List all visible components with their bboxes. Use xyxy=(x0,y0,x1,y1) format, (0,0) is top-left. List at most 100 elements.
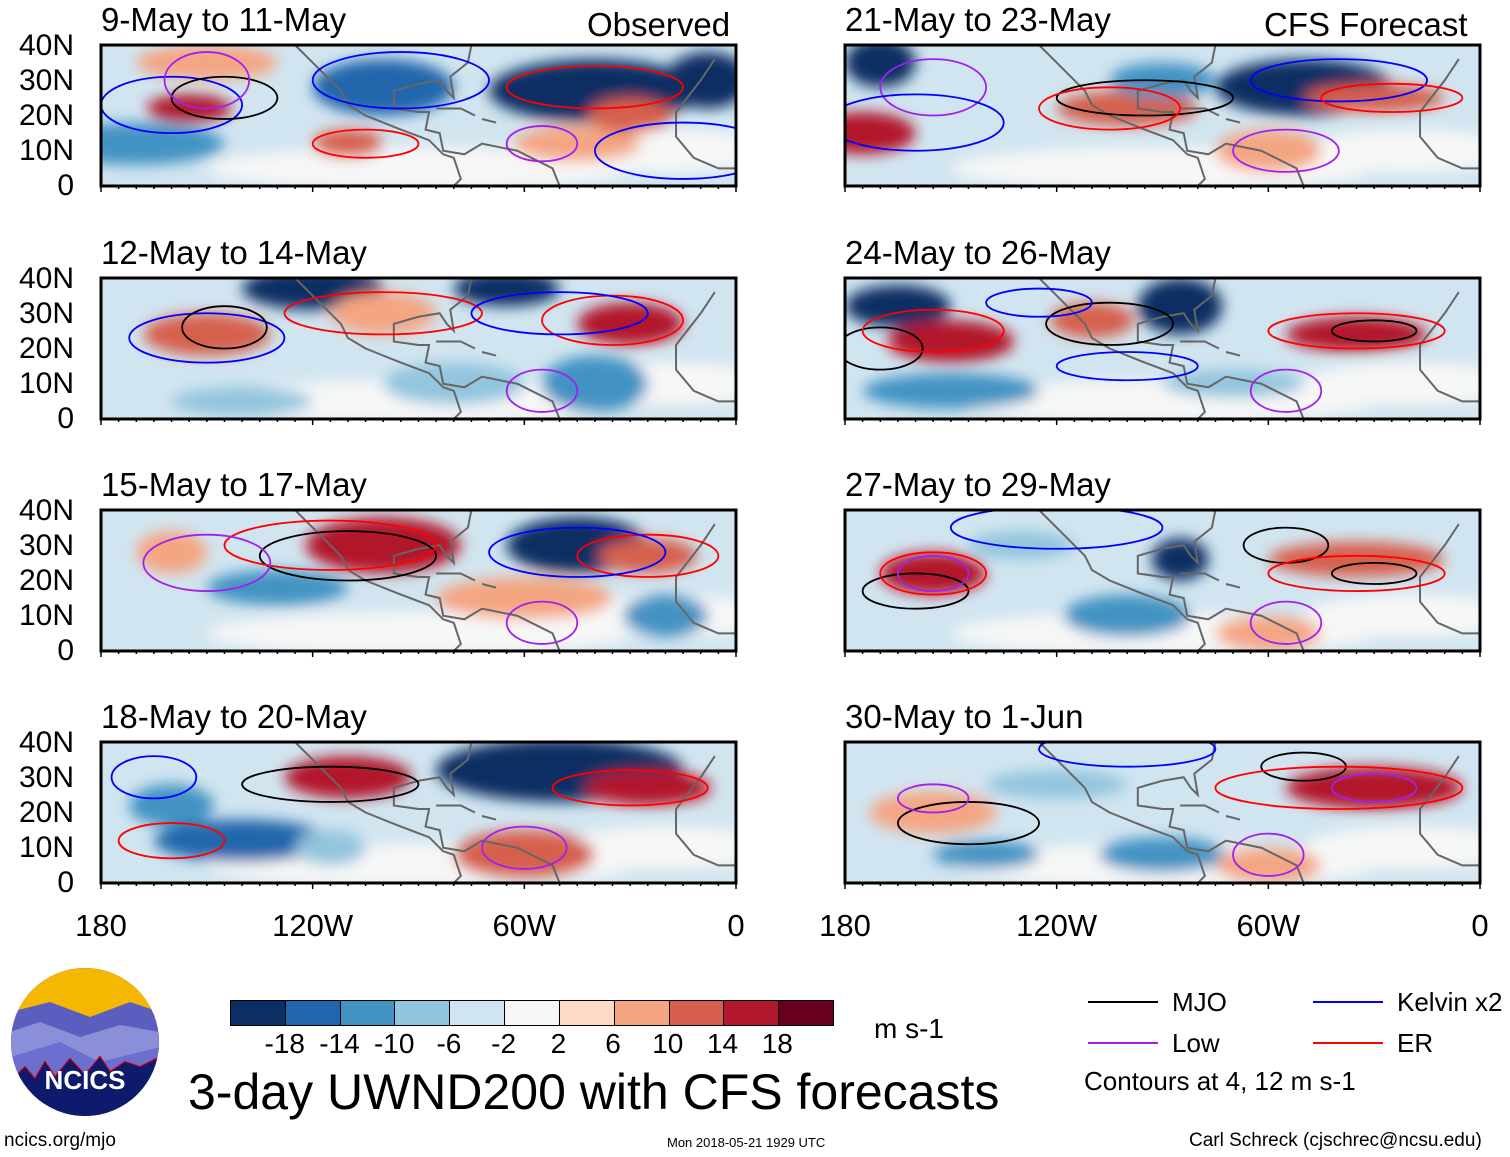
anomaly-region xyxy=(1303,362,1480,405)
anomaly-region xyxy=(383,362,525,405)
coastline xyxy=(392,45,561,186)
wave-contour xyxy=(470,291,649,336)
colorbar-swatch xyxy=(505,1001,560,1025)
url-label[interactable]: ncics.org/mjo xyxy=(4,1130,116,1151)
anomaly-region xyxy=(1063,594,1191,637)
legend-line-low xyxy=(1088,1042,1158,1044)
wave-contour xyxy=(1267,312,1446,350)
wave-contour xyxy=(551,769,709,807)
contour-note: Contours at 4, 12 m s-1 xyxy=(1084,1066,1356,1096)
anomaly-region xyxy=(1099,837,1226,873)
coastline xyxy=(481,351,497,357)
coastline xyxy=(1225,815,1241,821)
wave-contour xyxy=(949,510,1164,550)
colorbar-swatch xyxy=(231,1001,286,1025)
coastline xyxy=(436,572,476,582)
panel-title: 18-May to 20-May xyxy=(101,698,367,735)
colorbar-swatch xyxy=(614,1001,670,1025)
lat-tick-label: 20N xyxy=(18,796,74,829)
anomaly-region xyxy=(598,538,698,574)
wave-contour xyxy=(897,783,970,814)
colorbar-tick-label: 14 xyxy=(706,1028,739,1059)
coastline xyxy=(1038,45,1206,186)
anomaly-region xyxy=(1303,83,1445,112)
lat-tick-label: 30N xyxy=(18,64,74,97)
legend-label: Kelvin x2 xyxy=(1397,987,1503,1017)
wave-contour xyxy=(1330,772,1418,803)
author-credit: Carl Schreck (cjschrec@ncsu.edu) xyxy=(1189,1130,1482,1151)
wave-contour xyxy=(505,65,684,110)
colorbar-swatch xyxy=(559,1001,615,1025)
lat-tick-label: 30N xyxy=(18,297,74,330)
anomaly-region xyxy=(129,784,214,827)
colorbar-swatch xyxy=(724,1001,780,1025)
lat-tick-label: 10N xyxy=(18,831,74,864)
anomaly-region xyxy=(171,387,313,416)
legend-label: ER xyxy=(1397,1028,1434,1058)
wave-contour xyxy=(1249,600,1323,645)
ncics-logo: NCICS xyxy=(11,968,159,1116)
coastline xyxy=(392,742,561,883)
wave-contour xyxy=(1232,832,1305,877)
lat-tick-label: 0 xyxy=(57,634,74,667)
wave-contour xyxy=(845,93,1005,152)
map-panel xyxy=(843,43,1482,192)
legend-line-er xyxy=(1313,1042,1383,1044)
anomaly-region xyxy=(312,59,454,116)
timestamp: Mon 2018-05-21 1929 UTC xyxy=(667,1135,826,1150)
coastline xyxy=(294,45,462,186)
wave-contour xyxy=(861,572,970,610)
anomaly-region xyxy=(284,756,412,799)
wave-contour xyxy=(1038,86,1182,131)
lat-tick-label: 0 xyxy=(57,402,74,435)
anomaly-region xyxy=(1215,615,1322,651)
anomaly-region xyxy=(312,129,384,158)
anomaly-region xyxy=(1137,278,1223,335)
colorbar-swatch xyxy=(669,1001,725,1025)
anomaly-region xyxy=(436,576,613,620)
wave-contour xyxy=(505,368,579,413)
coastline xyxy=(436,804,476,814)
wave-contour xyxy=(1214,765,1464,810)
anomaly-region xyxy=(206,569,348,606)
anomaly-region xyxy=(577,302,684,345)
lat-tick-label: 40N xyxy=(18,262,74,295)
wave-contour xyxy=(1232,128,1340,173)
coastline xyxy=(481,118,497,124)
lon-tick-label: 120W xyxy=(1016,908,1098,943)
anomaly-region xyxy=(968,531,1075,560)
coastline xyxy=(1419,291,1480,403)
wave-contour xyxy=(1045,301,1174,346)
coastline xyxy=(481,583,497,589)
wave-contour xyxy=(128,312,286,364)
coastline xyxy=(1038,742,1206,883)
legend-label: MJO xyxy=(1172,987,1227,1017)
wave-contour xyxy=(1267,554,1446,592)
coastline xyxy=(1180,340,1220,350)
wave-contour xyxy=(101,75,243,135)
wave-contour xyxy=(505,125,579,163)
colorbar-tick-label: 2 xyxy=(550,1028,567,1059)
anomaly-region xyxy=(146,94,232,123)
anomaly-region xyxy=(559,826,736,869)
wave-contour xyxy=(1038,742,1217,768)
anomaly-region xyxy=(1215,129,1322,172)
map-panel xyxy=(843,508,1482,657)
wave-contour xyxy=(594,121,736,180)
logo-text: NCICS xyxy=(45,1065,126,1095)
wave-contour xyxy=(223,519,438,571)
coastline xyxy=(1225,351,1241,357)
wave-contour xyxy=(258,530,438,582)
legend-label: Low xyxy=(1172,1028,1220,1058)
map-panel xyxy=(99,740,738,889)
colorbar-tick-label: -14 xyxy=(319,1028,360,1059)
lat-tick-label: 40N xyxy=(18,494,74,527)
anomaly-region xyxy=(845,45,916,88)
colorbar-swatch xyxy=(450,1001,506,1025)
wave-contour xyxy=(576,533,720,578)
lon-tick-label: 0 xyxy=(1471,908,1489,943)
wave-contour xyxy=(311,128,420,159)
wave-contour xyxy=(1249,368,1323,413)
colorbar xyxy=(230,1000,834,1026)
lon-tick-label: 120W xyxy=(272,908,354,943)
